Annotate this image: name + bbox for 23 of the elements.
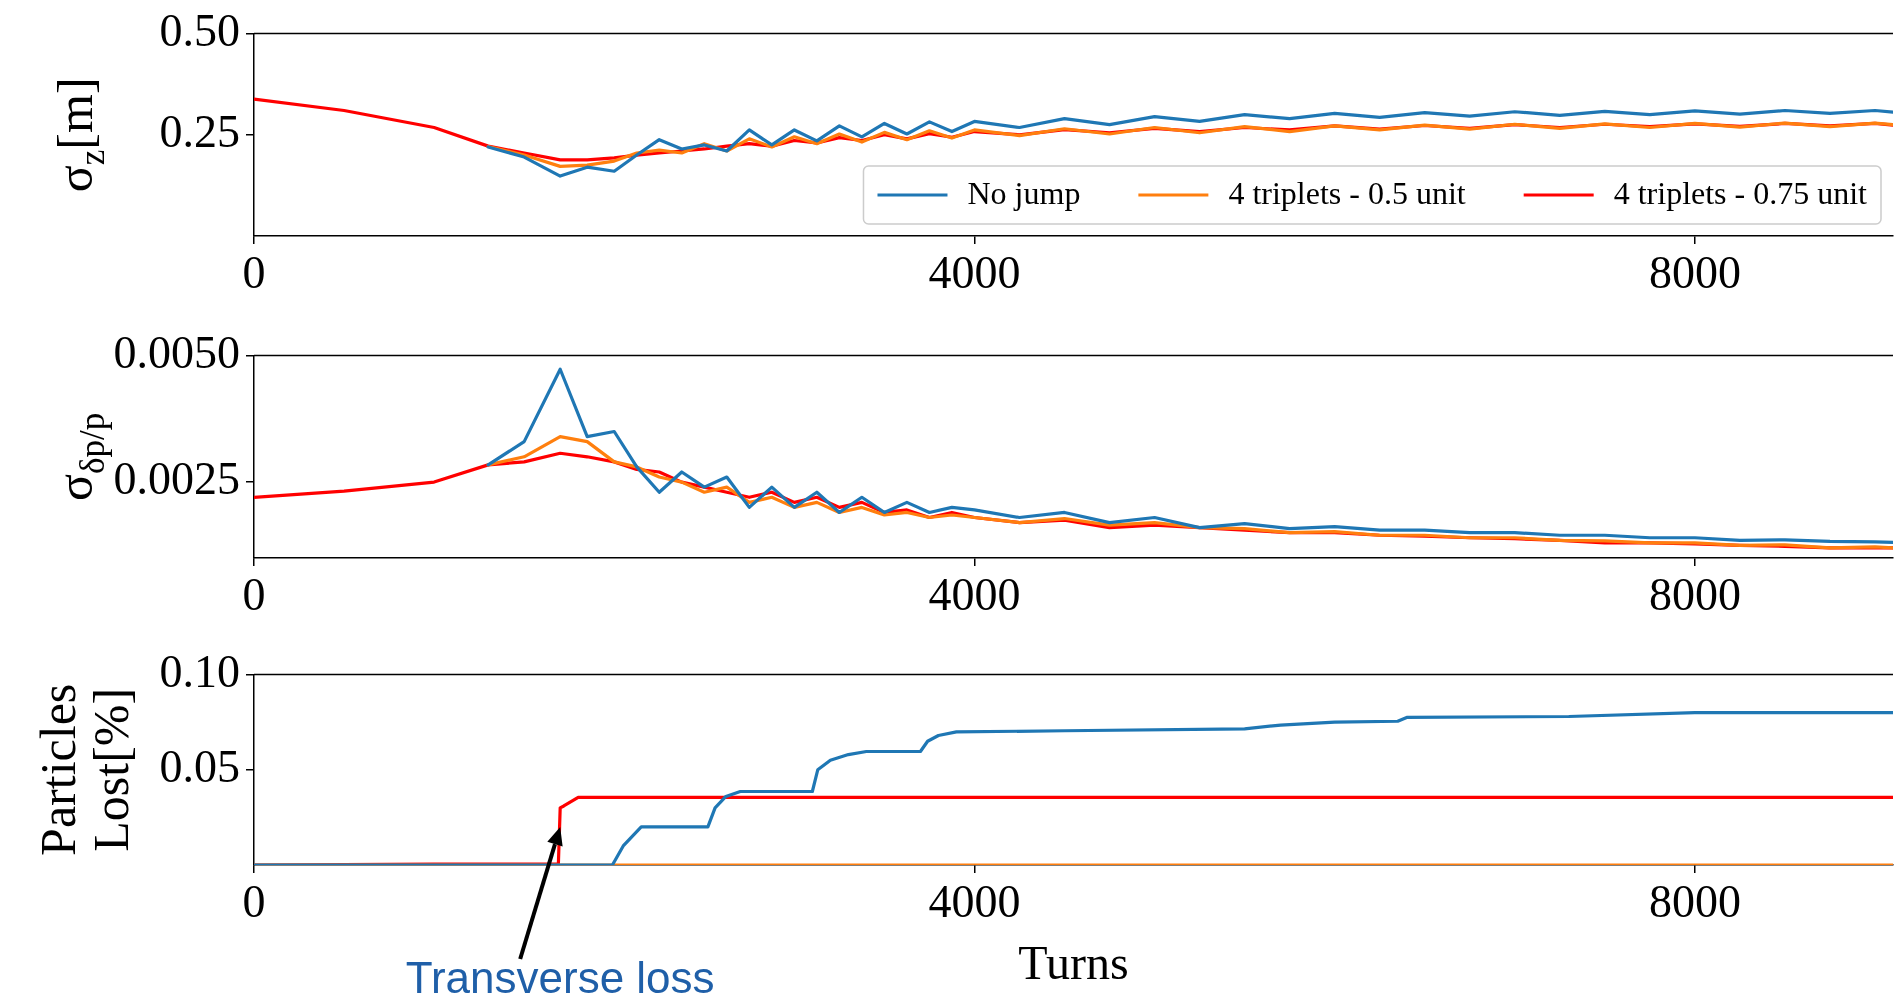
x-tick-label: 8000 <box>1648 246 1741 298</box>
x-tick-label: 8000 <box>1648 568 1741 620</box>
x-tick-label: 4000 <box>928 246 1021 298</box>
legend-label: 4 triplets - 0.75 unit <box>1613 175 1868 212</box>
x-tick-label: 4000 <box>928 568 1021 620</box>
y-axis-title: σz[m] <box>46 77 112 193</box>
y-axis-title: σδp/p <box>46 412 112 501</box>
y-tick-label: 0.05 <box>159 740 240 792</box>
x-tick-label: 0 <box>242 568 266 620</box>
y-tick-label: 0.25 <box>159 105 240 157</box>
annotation: Transverse loss <box>405 953 715 1003</box>
x-tick-label: 4000 <box>928 875 1021 927</box>
y-tick-label: 0.0050 <box>113 326 240 378</box>
x-tick-label: 0 <box>242 246 266 298</box>
x-axis-title: Turns <box>1018 935 1129 989</box>
y-axis-title: Particles Lost[%] <box>30 683 139 856</box>
legend-label: No jump <box>967 175 1081 212</box>
y-tick-label: 0.0025 <box>113 453 240 505</box>
legend-label: 4 triplets - 0.5 unit <box>1228 175 1466 212</box>
y-tick-label: 0.50 <box>159 4 240 56</box>
x-tick-label: 0 <box>242 875 266 927</box>
y-tick-label: 0.10 <box>159 645 240 697</box>
x-tick-label: 8000 <box>1648 875 1741 927</box>
